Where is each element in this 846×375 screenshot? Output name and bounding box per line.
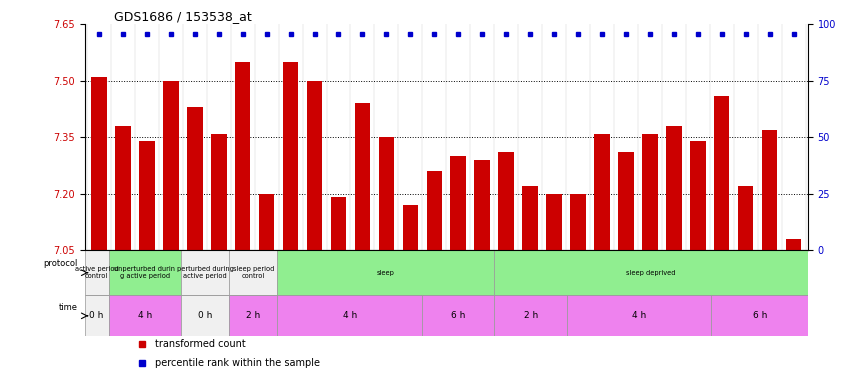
Bar [108,250,181,295]
Text: 6 h: 6 h [451,311,465,320]
Text: sleep: sleep [377,270,395,276]
Text: 0 h: 0 h [90,311,104,320]
Text: 2 h: 2 h [246,311,261,320]
Bar [139,141,155,250]
Bar [91,77,107,250]
Bar [475,160,490,250]
Text: sleep period
control: sleep period control [233,266,274,279]
Bar [547,194,562,250]
Bar [259,194,274,250]
Bar [450,156,466,250]
Bar [594,134,610,250]
Bar [85,295,108,336]
Text: perturbed during
active period: perturbed during active period [177,266,233,279]
Bar [618,152,634,250]
Text: sleep deprived: sleep deprived [626,270,676,276]
Bar [187,107,202,250]
Bar [277,250,494,295]
Bar [567,295,711,336]
Bar [494,250,808,295]
Bar [163,81,179,250]
Text: 4 h: 4 h [632,311,646,320]
Text: 4 h: 4 h [343,311,357,320]
Bar [498,152,514,250]
Bar [666,126,682,250]
Bar [307,81,322,250]
Bar [354,104,371,250]
Text: time: time [58,303,77,312]
Bar [494,295,567,336]
Text: unperturbed durin
g active period: unperturbed durin g active period [114,266,175,279]
Text: protocol: protocol [43,259,77,268]
Bar [181,250,229,295]
Bar [115,126,130,250]
Bar [108,295,181,336]
Bar [522,186,538,250]
Bar [379,137,394,250]
Bar [277,295,422,336]
Bar [786,239,801,250]
Bar [181,295,229,336]
Bar [762,130,777,250]
Bar [642,134,657,250]
Bar [714,96,729,250]
Bar [229,250,277,295]
Bar [403,205,418,250]
Text: percentile rank within the sample: percentile rank within the sample [156,358,321,368]
Text: 0 h: 0 h [198,311,212,320]
Bar [422,295,494,336]
Text: 6 h: 6 h [753,311,766,320]
Bar [211,134,227,250]
Text: GDS1686 / 153538_at: GDS1686 / 153538_at [113,10,251,23]
Text: 2 h: 2 h [524,311,538,320]
Bar [229,295,277,336]
Bar [426,171,442,250]
Bar [331,198,346,250]
Bar [738,186,754,250]
Bar [235,62,250,250]
Text: 4 h: 4 h [138,311,152,320]
Text: transformed count: transformed count [156,339,246,349]
Bar [570,194,585,250]
Bar [711,295,808,336]
Bar [85,250,108,295]
Bar [283,62,299,250]
Text: active period
control: active period control [74,266,118,279]
Bar [690,141,706,250]
